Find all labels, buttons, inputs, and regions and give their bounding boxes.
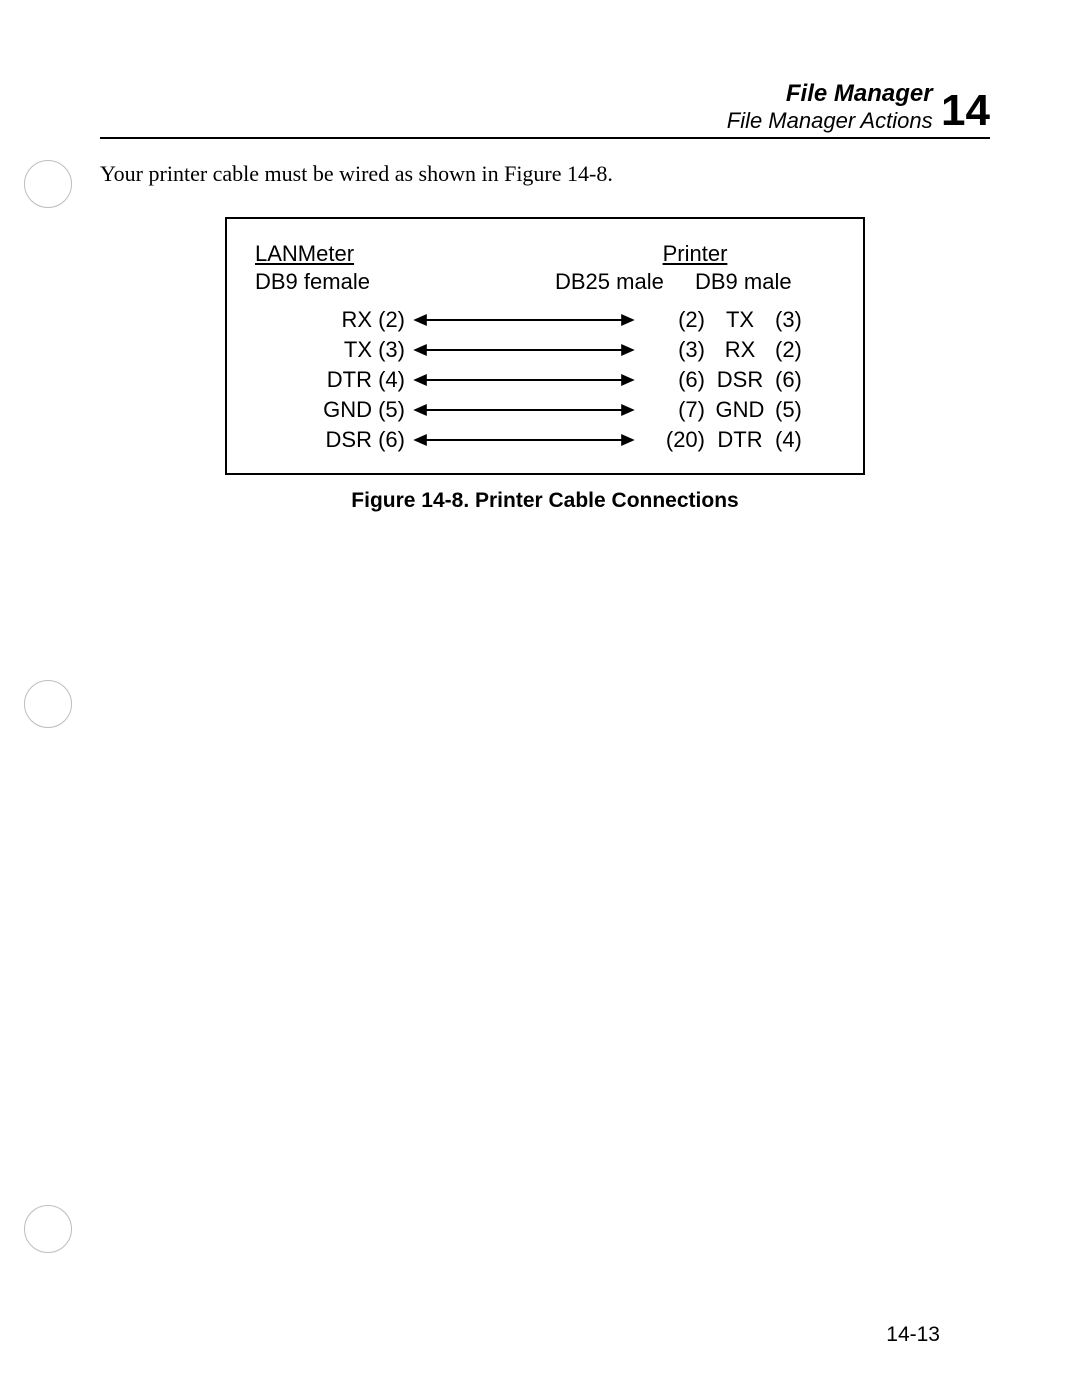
db9-pin: (6) — [775, 367, 835, 393]
intro-paragraph: Your printer cable must be wired as show… — [100, 161, 990, 187]
right-signal: TX — [705, 307, 775, 333]
right-signal: GND — [705, 397, 775, 423]
page-header: File Manager File Manager Actions 14 — [100, 80, 990, 139]
db9-pin: (4) — [775, 427, 835, 453]
chapter-number: 14 — [941, 89, 990, 133]
db25-pin: (6) — [637, 367, 705, 393]
subheader-spacer — [415, 269, 555, 295]
page: File Manager File Manager Actions 14 You… — [0, 0, 1080, 1397]
right-device-header: Printer — [555, 241, 835, 267]
binder-hole-icon — [24, 160, 72, 208]
left-signal-pin: RX (2) — [255, 307, 411, 333]
right-signal: DSR — [705, 367, 775, 393]
right-signal: RX — [705, 337, 775, 363]
figure-wrap: LANMeter Printer DB9 female DB25 male DB… — [225, 217, 865, 513]
connector-subheaders: DB9 female DB25 male DB9 male — [255, 269, 835, 295]
printer-label: Printer — [663, 241, 728, 266]
lanmeter-label: LANMeter — [255, 241, 354, 266]
header-title-sub: File Manager Actions — [727, 108, 933, 133]
left-signal-pin: DSR (6) — [255, 427, 411, 453]
double-arrow-icon — [411, 430, 637, 450]
double-arrow-icon — [411, 370, 637, 390]
pin-row: RX (2) (2)TX(3) — [255, 305, 835, 335]
page-number: 14-13 — [886, 1323, 940, 1347]
pin-rows-container: RX (2)(2)TX(3)TX (3)(3)RX(2)DTR (4)(6)DS… — [255, 305, 835, 455]
db9-female-label: DB9 female — [255, 269, 415, 295]
binder-hole-icon — [24, 680, 72, 728]
pin-row: TX (3) (3)RX(2) — [255, 335, 835, 365]
figure-caption: Figure 14-8. Printer Cable Connections — [225, 489, 865, 513]
left-signal-pin: TX (3) — [255, 337, 411, 363]
header-titles: File Manager File Manager Actions — [727, 80, 933, 133]
cable-diagram: LANMeter Printer DB9 female DB25 male DB… — [225, 217, 865, 475]
db25-pin: (3) — [637, 337, 705, 363]
double-arrow-icon — [411, 310, 637, 330]
db25-pin: (20) — [637, 427, 705, 453]
header-title-main: File Manager — [786, 80, 933, 108]
pin-row: DTR (4) (6)DSR(6) — [255, 365, 835, 395]
double-arrow-icon — [411, 340, 637, 360]
column-headers: LANMeter Printer — [255, 241, 835, 267]
db9-pin: (5) — [775, 397, 835, 423]
pin-row: DSR (6) (20)DTR(4) — [255, 425, 835, 455]
db9-male-label: DB9 male — [695, 269, 835, 295]
left-device-header: LANMeter — [255, 241, 415, 267]
right-signal: DTR — [705, 427, 775, 453]
db25-pin: (2) — [637, 307, 705, 333]
db9-pin: (2) — [775, 337, 835, 363]
binder-hole-icon — [24, 1205, 72, 1253]
db25-male-label: DB25 male — [555, 269, 695, 295]
pin-row: GND (5) (7)GND(5) — [255, 395, 835, 425]
double-arrow-icon — [411, 400, 637, 420]
db25-pin: (7) — [637, 397, 705, 423]
left-signal-pin: GND (5) — [255, 397, 411, 423]
db9-pin: (3) — [775, 307, 835, 333]
header-spacer — [415, 241, 555, 267]
left-signal-pin: DTR (4) — [255, 367, 411, 393]
